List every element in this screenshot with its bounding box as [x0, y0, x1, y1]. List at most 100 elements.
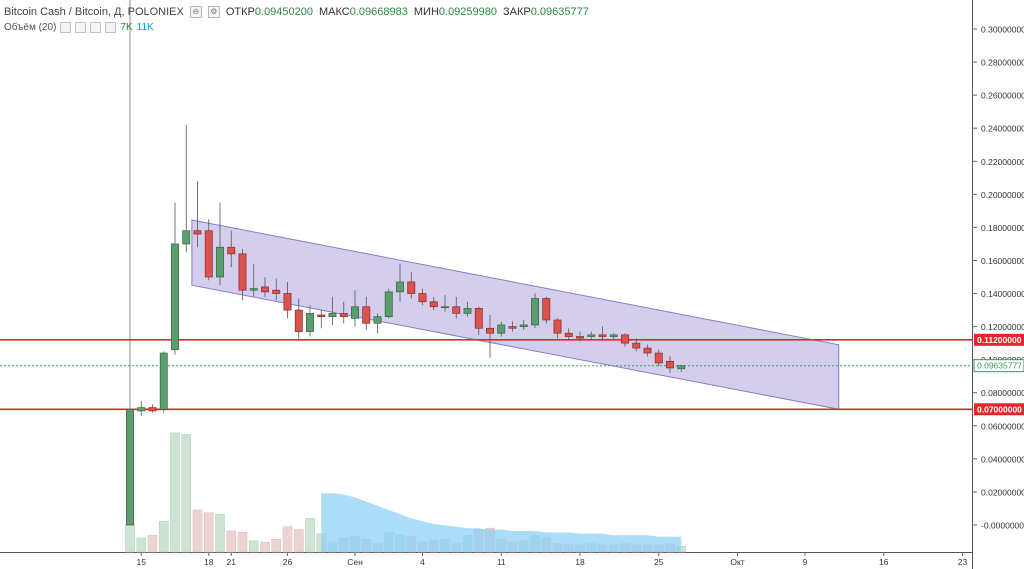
more-icon[interactable]	[105, 22, 117, 33]
x-tick-label: 21	[227, 557, 237, 567]
low-stat: МИН0.09259980	[414, 6, 497, 18]
symbol-title: Bitcoin Cash / Bitcoin, Д, POLONIEX	[4, 6, 184, 18]
candle-body	[328, 313, 337, 318]
volume-bar	[136, 537, 147, 553]
x-tick-label: 25	[654, 557, 664, 567]
y-tick-label: 0.26000000	[981, 91, 1024, 101]
volume-bar	[271, 539, 282, 553]
level-price-tag	[974, 333, 1024, 346]
candle-body	[463, 308, 472, 314]
volume-bar	[237, 532, 248, 553]
y-tick-label: 0.16000000	[981, 256, 1024, 266]
y-tick-label: 0.02000000	[981, 487, 1024, 497]
last-price-tag	[973, 359, 1024, 373]
candle-body	[677, 365, 686, 370]
x-tick-label: 15	[137, 557, 147, 567]
volume-bar	[181, 434, 192, 553]
candle-body	[497, 324, 506, 334]
open-value: 0.09450200	[254, 6, 314, 18]
volume-bar	[125, 523, 135, 553]
candle-body	[283, 293, 292, 311]
candle-body	[294, 309, 303, 332]
candle-body	[598, 334, 607, 337]
candle-body	[148, 407, 157, 412]
volume-bar	[305, 518, 315, 553]
x-tick-label: 23	[958, 557, 968, 567]
candle-body	[362, 306, 371, 324]
volume-bar	[293, 529, 304, 553]
plot-area	[0, 0, 972, 552]
y-tick-label: 0.08000000	[981, 388, 1024, 398]
candle-body	[373, 316, 382, 324]
x-tick-label: 16	[879, 557, 889, 567]
candle-body	[384, 291, 393, 318]
candle-body	[508, 326, 517, 329]
candle-body	[587, 334, 596, 337]
candle-body	[486, 327, 494, 334]
y-tick-label: 0.28000000	[981, 58, 1024, 68]
y-tick-label: -0.00000000	[981, 521, 1024, 531]
last-price-label: 0.09635777	[977, 361, 1022, 371]
candle-body	[126, 408, 134, 526]
candle-body	[429, 301, 438, 308]
y-tick-label: 0.04000000	[981, 454, 1024, 464]
volume-bar	[203, 512, 214, 553]
low-value: 0.09259980	[438, 6, 498, 18]
close-icon[interactable]	[90, 22, 102, 33]
candle-body	[351, 306, 359, 319]
volume-ma-value: 11K	[136, 22, 154, 33]
level-price-label: 0.07000000	[977, 404, 1022, 414]
volume-legend: Объём (20) 7K 11K	[4, 22, 154, 33]
candle-body	[474, 308, 483, 329]
level-price-label: 0.11200000	[977, 335, 1022, 345]
y-tick-label: 0.20000000	[981, 190, 1024, 200]
candle-body	[654, 352, 663, 364]
y-tick-label: 0.12000000	[981, 322, 1024, 332]
candle-body	[396, 281, 404, 293]
x-tick-label: 11	[497, 557, 506, 567]
high-stat: МАКС0.09668983	[319, 6, 408, 18]
candle-body	[553, 319, 562, 334]
hide-icon[interactable]: ⊖	[189, 6, 202, 18]
x-tick-label: 9	[803, 557, 808, 567]
settings-icon[interactable]	[75, 22, 87, 33]
volume-bar	[226, 530, 237, 553]
y-tick-label: 0.14000000	[981, 289, 1024, 299]
candle-body	[452, 306, 461, 314]
candle-body	[531, 298, 539, 326]
open-label: ОТКР	[225, 6, 255, 18]
candle-body	[204, 230, 213, 278]
high-label: МАКС	[319, 6, 350, 18]
x-tick-label: Сен	[347, 557, 363, 567]
volume-bar	[215, 513, 225, 553]
settings-icon[interactable]: ⚙	[207, 6, 220, 18]
candle-body	[407, 281, 416, 294]
y-tick-label: 0.06000000	[981, 421, 1024, 431]
volume-bar	[282, 526, 293, 553]
candle-body	[317, 314, 326, 318]
candle-body	[261, 286, 269, 293]
high-value: 0.09668983	[349, 6, 408, 18]
candle-body	[137, 407, 146, 412]
volume-value: 7K	[120, 22, 133, 33]
volume-bar	[170, 432, 180, 553]
y-tick-label: 0.30000000	[981, 25, 1024, 35]
eye-icon[interactable]	[60, 22, 72, 33]
candle-body	[216, 246, 224, 278]
y-tick-label: 0.18000000	[981, 223, 1024, 233]
candle-body	[621, 334, 629, 344]
x-tick-label: 18	[575, 557, 585, 567]
candle-body	[306, 313, 314, 332]
volume-ma-area	[321, 493, 682, 552]
volume-bar	[260, 541, 270, 553]
volume-bar	[192, 509, 203, 553]
candle-body	[238, 253, 247, 291]
candle-body	[666, 360, 674, 369]
close-stat: ЗАКР0.09635777	[503, 6, 589, 18]
candle-body	[542, 298, 551, 321]
candle-body	[227, 246, 236, 255]
x-tick-label: 26	[283, 557, 293, 567]
close-value: 0.09635777	[530, 6, 589, 18]
